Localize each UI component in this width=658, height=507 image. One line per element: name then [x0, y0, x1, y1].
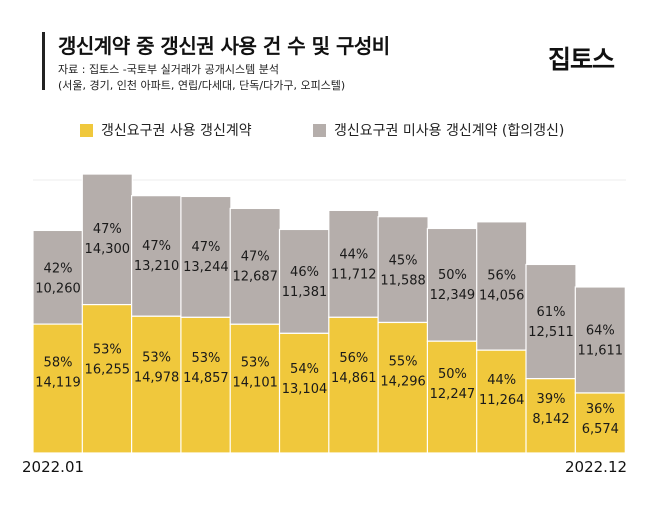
bar-used-12 [574, 392, 626, 454]
source-line-2: (서울, 경기, 인천 아파트, 연립/다세대, 단독/다가구, 오피스텔) [58, 79, 346, 92]
bar-unused-7 [328, 209, 380, 318]
x-axis-start-label: 2022.01 [22, 458, 85, 476]
label-unused-value-8: 11,588 [380, 273, 426, 288]
label-unused-value-6: 11,381 [282, 285, 328, 300]
label-unused-percent-5: 47% [241, 250, 270, 265]
label-unused-percent-3: 47% [142, 239, 171, 254]
label-used-percent-9: 50% [438, 367, 467, 382]
legend-label-unused: 갱신요구권 미사용 갱신계약 (합의갱신) [334, 123, 565, 139]
bar-used-2 [81, 303, 133, 454]
label-used-value-5: 14,101 [232, 376, 278, 391]
bar-unused-6 [278, 228, 331, 334]
bar-used-10 [476, 349, 528, 454]
bar-unused-11 [525, 263, 577, 380]
label-unused-value-12: 11,611 [578, 344, 624, 359]
label-unused-value-7: 11,712 [331, 268, 377, 283]
bar-unused-3 [131, 195, 183, 317]
legend-label-used: 갱신요구권 사용 갱신계약 [101, 123, 252, 139]
label-used-value-12: 6,574 [582, 422, 619, 437]
source-line-1: 자료 : 집토스 -국토부 실거래가 공개시스템 분석 [58, 63, 279, 76]
bar-unused-8 [377, 216, 429, 324]
label-unused-value-2: 14,300 [85, 242, 131, 257]
bar-unused-2 [81, 173, 133, 306]
label-used-percent-12: 36% [586, 402, 615, 417]
bar-unused-1 [32, 229, 84, 325]
label-unused-percent-6: 46% [290, 265, 319, 280]
label-used-value-1: 14,119 [35, 376, 81, 391]
label-used-percent-6: 54% [290, 362, 319, 377]
bar-unused-5 [229, 207, 281, 325]
legend-swatch-unused [313, 123, 326, 137]
label-used-value-4: 14,857 [183, 371, 229, 386]
bar-used-6 [278, 332, 331, 454]
label-unused-percent-11: 61% [537, 305, 566, 320]
label-unused-value-5: 12,687 [232, 270, 278, 285]
bar-used-7 [328, 316, 380, 454]
label-used-percent-11: 39% [537, 392, 566, 407]
label-unused-value-4: 13,244 [183, 260, 229, 275]
label-unused-percent-7: 44% [339, 248, 368, 263]
label-used-value-8: 14,296 [380, 375, 426, 390]
bar-used-1 [32, 323, 84, 454]
legend-item-used: 갱신요구권 사용 갱신계약 [80, 120, 252, 140]
label-used-value-3: 14,978 [134, 370, 180, 385]
label-used-percent-1: 58% [44, 356, 73, 371]
label-unused-percent-1: 42% [44, 262, 73, 277]
bar-unused-12 [574, 286, 626, 394]
bar-used-11 [525, 378, 577, 454]
x-axis-end-label: 2022.12 [565, 458, 628, 476]
label-used-value-11: 8,142 [532, 412, 569, 427]
label-used-percent-10: 44% [487, 373, 516, 388]
label-unused-value-9: 12,349 [430, 288, 476, 303]
label-unused-value-1: 10,260 [35, 282, 81, 297]
label-used-value-10: 11,264 [479, 393, 525, 408]
label-unused-percent-4: 47% [191, 240, 220, 255]
bar-unused-4 [180, 195, 232, 318]
label-used-percent-4: 53% [191, 351, 220, 366]
label-used-value-9: 12,247 [430, 387, 476, 402]
label-used-percent-7: 56% [339, 351, 368, 366]
label-used-value-6: 13,104 [282, 382, 328, 397]
label-used-percent-3: 53% [142, 350, 171, 365]
label-used-value-2: 16,255 [85, 363, 131, 378]
label-used-value-7: 14,861 [331, 371, 377, 386]
source-note: 자료 : 집토스 -국토부 실거래가 공개시스템 분석 (서울, 경기, 인천 … [58, 62, 345, 94]
label-used-percent-5: 53% [241, 356, 270, 371]
label-unused-percent-9: 50% [438, 268, 467, 283]
label-unused-percent-2: 47% [93, 222, 122, 237]
chart-title: 갱신계약 중 갱신권 사용 건 수 및 구성비 [58, 34, 390, 58]
bar-used-9 [426, 340, 478, 454]
label-used-percent-8: 55% [389, 355, 418, 370]
label-unused-value-11: 12,511 [528, 325, 574, 340]
label-unused-percent-10: 56% [487, 269, 516, 284]
bar-unused-10 [476, 221, 528, 351]
label-unused-percent-8: 45% [389, 253, 418, 268]
bar-unused-9 [426, 227, 478, 342]
label-unused-value-3: 13,210 [134, 259, 180, 274]
bar-used-4 [180, 316, 232, 454]
legend-item-unused: 갱신요구권 미사용 갱신계약 (합의갱신) [313, 120, 564, 140]
title-accent-bar [42, 32, 45, 90]
label-unused-value-10: 14,056 [479, 289, 525, 304]
legend-swatch-used [80, 123, 93, 137]
bar-used-5 [229, 323, 281, 454]
bar-used-3 [131, 315, 183, 454]
label-used-percent-2: 53% [93, 343, 122, 358]
label-unused-percent-12: 64% [586, 324, 615, 339]
brand-logo: 집토스 [548, 45, 615, 74]
